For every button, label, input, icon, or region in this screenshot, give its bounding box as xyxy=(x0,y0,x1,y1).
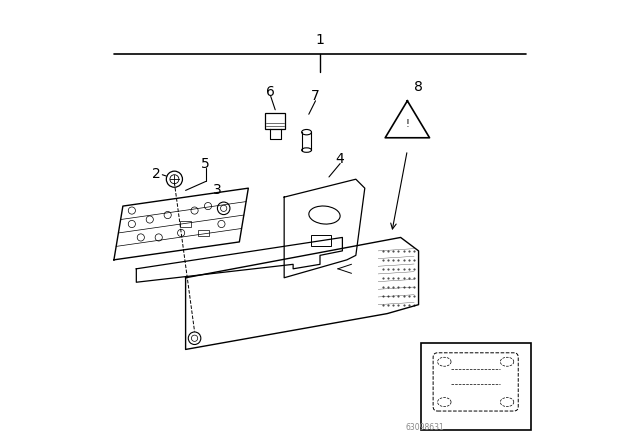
Text: 3: 3 xyxy=(212,183,221,198)
Text: 6: 6 xyxy=(266,85,275,99)
Text: 63098631: 63098631 xyxy=(406,423,445,432)
Text: 5: 5 xyxy=(202,156,210,171)
Text: !: ! xyxy=(405,119,410,129)
Text: 1: 1 xyxy=(316,33,324,47)
Text: 7: 7 xyxy=(311,89,320,103)
Text: 2: 2 xyxy=(152,167,161,181)
Text: 4: 4 xyxy=(336,152,344,166)
Text: 8: 8 xyxy=(414,80,423,95)
